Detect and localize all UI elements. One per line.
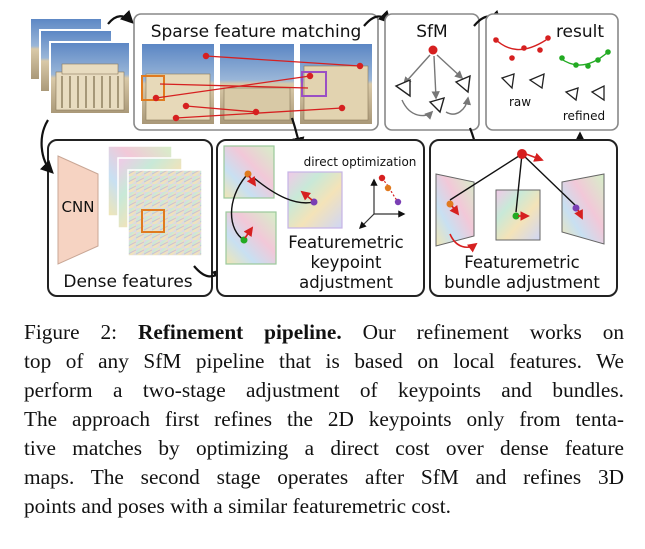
cnn-label: CNN (62, 198, 95, 216)
direct-optimization-label: direct optimization (304, 155, 417, 169)
input-photos-stack (29, 17, 131, 115)
caption-line-5: tive matches by optimizing a direct cost… (24, 436, 624, 460)
bundle-adjustment-label-2: bundle adjustment (444, 273, 600, 292)
caption-line-1: Figure 2: Refinement pipeline. Our refin… (24, 318, 624, 347)
caption-title: Refinement pipeline. (137, 320, 342, 344)
sfm-graph (394, 45, 472, 120)
keypoint-patches (223, 145, 343, 265)
keypoint-adjustment-label-2: keypoint (311, 253, 382, 272)
cnn-block (57, 155, 99, 265)
arrow-photos-to-matching (107, 9, 134, 25)
result-label: result (556, 22, 604, 42)
result-box (485, 13, 619, 131)
sfm-box (384, 13, 480, 131)
arrow-photos-to-cnn (39, 119, 54, 174)
caption-line-4: The approach first refines the 2D keypoi… (24, 407, 624, 431)
caption-line-6: maps. The second stage operates after Sf… (24, 465, 624, 489)
pipeline-figure: Sparse feature matching SfM (29, 9, 619, 297)
sparse-matching-label: Sparse feature matching (151, 22, 362, 42)
raw-label: raw (509, 95, 531, 109)
caption-line-7: points and poses with a similar featurem… (24, 494, 452, 518)
keypoint-adjustment-label-1: Featuremetric (288, 233, 403, 252)
bundle-graph (435, 149, 605, 253)
caption-line-2: top of any SfM pipeline that is based on… (24, 349, 624, 373)
figure-caption: Figure 2: Refinement pipeline. Our refin… (24, 318, 624, 521)
sfm-label: SfM (416, 22, 447, 42)
refined-label: refined (563, 109, 605, 123)
result-points (493, 35, 611, 102)
match-lines (152, 52, 364, 122)
caption-figure-label: Figure 2: (24, 320, 118, 344)
keypoint-adjustment-label-3: adjustment (299, 273, 393, 292)
dense-features-label: Dense features (63, 272, 192, 292)
caption-line-1-text: Our refinement works on (362, 320, 624, 344)
optimization-axes (358, 174, 406, 230)
bundle-adjustment-label-1: Featuremetric (464, 253, 579, 272)
feature-maps-stack (107, 145, 203, 257)
caption-line-3: perform a two-stage adjustment of keypoi… (24, 378, 624, 402)
matching-photos (141, 44, 372, 124)
